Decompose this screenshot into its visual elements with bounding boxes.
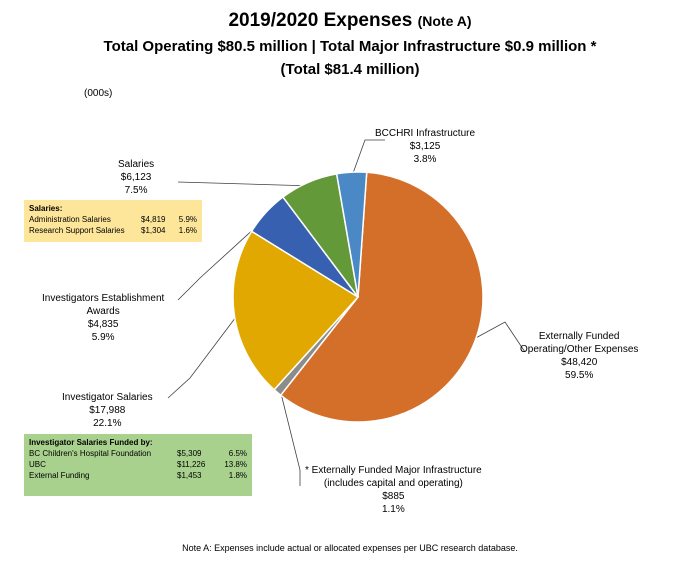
leader-lines	[167, 139, 526, 486]
leader-line-investigator-salaries	[167, 313, 239, 399]
slice-amount-investigator-salaries: $17,988	[89, 405, 126, 416]
pie-slice-bcchri-infrastructure	[335, 171, 368, 298]
slice-label-operating: Externally Funded Operating/Other Expens…	[520, 330, 638, 382]
row-name: BC Children's Hospital Foundation	[29, 449, 152, 458]
pie-slices	[232, 171, 484, 423]
row-percent: 1.6%	[178, 226, 197, 235]
slice-label-establishment-awards-line1: Investigators Establishment	[42, 293, 165, 304]
slice-percent-salaries: 7.5%	[124, 185, 148, 196]
row-name: External Funding	[29, 471, 90, 480]
leader-line-operating	[470, 321, 526, 353]
chart-subtitle: Total Operating $80.5 million | Total Ma…	[103, 38, 597, 55]
pie-slice-operating	[279, 171, 484, 423]
row-amount: $1,453	[177, 471, 202, 480]
slice-label-operating-line1: Externally Funded	[538, 331, 620, 342]
salaries-breakdown-row: Research Support Salaries $1,304 1.6%	[29, 225, 197, 236]
footer-note: Note A: Expenses include actual or alloc…	[182, 543, 518, 553]
slice-label-operating-line2: Operating/Other Expenses	[520, 344, 639, 355]
row-name: UBC	[29, 460, 46, 469]
slice-label-salaries-line1: Salaries	[118, 159, 155, 170]
slice-percent-investigator-salaries: 22.1%	[93, 418, 122, 429]
slice-label-salaries: Salaries $6,123 7.5%	[118, 158, 154, 197]
slice-label-bcchri-infrastructure-line1: BCCHRI Infrastructure	[375, 128, 476, 139]
investigator-funding-row: BC Children's Hospital Foundation $5,309…	[29, 448, 247, 459]
salaries-breakdown-box: Salaries: Administration Salaries $4,819…	[24, 200, 202, 242]
leader-line-major-infrastructure	[279, 389, 301, 486]
pie-slice-investigator-salaries	[232, 230, 360, 391]
slice-label-investigator-salaries-line1: Investigator Salaries	[62, 392, 153, 403]
row-amount: $1,304	[141, 226, 166, 235]
slice-label-major-infrastructure-line2: (includes capital and operating)	[323, 478, 463, 489]
slice-amount-operating: $48,420	[561, 357, 598, 368]
chart-title-note: (Note A)	[417, 13, 472, 29]
slice-amount-major-infrastructure: $885	[382, 491, 405, 502]
slice-percent-establishment-awards: 5.9%	[91, 332, 115, 343]
slice-label-establishment-awards-line2: Awards	[86, 306, 120, 317]
slice-percent-bcchri-infrastructure: 3.8%	[413, 154, 437, 165]
row-percent: 1.8%	[228, 471, 247, 480]
slice-amount-salaries: $6,123	[120, 172, 152, 183]
row-percent: 13.8%	[224, 460, 247, 469]
investigator-funding-row: External Funding $1,453 1.8%	[29, 470, 247, 481]
row-percent: 6.5%	[228, 449, 247, 458]
slice-amount-bcchri-infrastructure: $3,125	[409, 141, 441, 152]
slice-label-establishment-awards: Investigators Establishment Awards $4,83…	[42, 292, 164, 344]
investigator-funding-box: Investigator Salaries Funded by: BC Chil…	[24, 434, 252, 496]
leader-line-bcchri-infrastructure	[351, 139, 385, 177]
row-amount: $11,226	[177, 460, 206, 469]
slice-label-investigator-salaries: Investigator Salaries $17,988 22.1%	[62, 391, 153, 430]
investigator-funding-title: Investigator Salaries Funded by:	[29, 438, 153, 447]
salaries-breakdown-title: Salaries:	[29, 204, 63, 213]
salaries-breakdown-row: Administration Salaries $4,819 5.9%	[29, 214, 197, 225]
chart-title-main: 2019/2020 Expenses	[228, 10, 413, 31]
slice-percent-major-infrastructure: 1.1%	[381, 504, 405, 515]
slice-label-major-infrastructure-line1: * Externally Funded Major Infrastructure	[305, 465, 482, 476]
row-name: Administration Salaries	[29, 215, 111, 224]
leader-line-salaries	[177, 181, 311, 187]
slice-percent-operating: 59.5%	[565, 370, 594, 381]
slice-label-bcchri-infrastructure: BCCHRI Infrastructure $3,125 3.8%	[375, 127, 475, 166]
leader-line-establishment-awards	[177, 215, 269, 301]
row-amount: $5,309	[177, 449, 202, 458]
chart-total: (Total $81.4 million)	[280, 61, 420, 78]
slice-amount-establishment-awards: $4,835	[87, 319, 119, 330]
row-name: Research Support Salaries	[29, 226, 125, 235]
units-label: (000s)	[84, 88, 113, 99]
row-amount: $4,819	[141, 215, 166, 224]
slice-label-major-infrastructure: * Externally Funded Major Infrastructure…	[305, 464, 482, 516]
chart-title: 2019/2020 Expenses (Note A)	[0, 10, 700, 32]
investigator-funding-row: UBC $11,226 13.8%	[29, 459, 247, 470]
row-percent: 5.9%	[178, 215, 197, 224]
